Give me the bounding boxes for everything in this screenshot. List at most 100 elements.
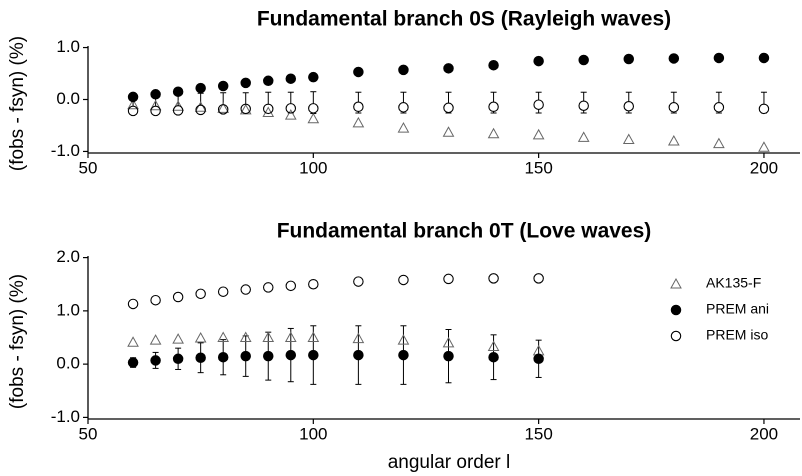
y-axis-label: (fobs - fsyn) (%) [7,274,28,409]
marker [353,101,364,113]
marker [150,294,161,306]
legend-label: PREM ani [706,301,769,317]
marker-bg [443,274,454,284]
marker [487,340,500,352]
marker [217,331,230,342]
marker-bg [533,273,544,284]
marker [398,274,409,286]
marker [443,350,454,362]
marker [284,109,297,120]
legend-marker [670,330,682,342]
marker [398,102,409,113]
marker [307,112,320,124]
marker [172,333,184,344]
marker [443,273,454,285]
marker [578,54,589,66]
marker-bg [173,292,183,302]
marker [443,102,454,114]
y-tick-label: 1.0 [56,300,80,319]
marker-bg [150,106,161,116]
marker [127,357,139,368]
marker [262,106,275,117]
marker [667,135,680,146]
marker [398,349,409,361]
marker [713,102,725,113]
marker-bg [398,102,409,112]
y-tick-label: -1.0 [51,407,80,426]
marker [217,102,230,113]
marker [488,273,499,284]
x-tick-label: 150 [524,424,552,443]
legend-marker [670,304,682,316]
marker [172,100,184,111]
marker [240,77,251,89]
marker-bg [353,276,364,287]
x-tick-label: 200 [750,158,778,177]
x-tick-label: 50 [79,424,98,443]
legend-label: PREM iso [706,327,768,343]
marker [217,286,229,297]
marker [533,273,544,284]
marker [285,103,297,114]
chart-title: Fundamental branch 0S (Rayleigh waves) [257,8,671,31]
marker [127,91,139,103]
marker-bg [241,104,251,114]
marker-bg [488,273,499,284]
marker-bg [263,282,273,293]
legend-label: AK135-F [706,275,761,291]
marker-bg [218,286,228,297]
marker [443,63,454,74]
marker-bg [286,281,296,291]
legend-marker [670,277,682,289]
marker [262,331,275,342]
marker [442,126,455,137]
marker [442,336,455,348]
marker-bg [624,101,634,111]
marker [532,128,545,140]
marker [172,291,184,303]
marker [240,350,251,362]
marker [397,334,410,345]
marker-bg [286,103,296,114]
marker [127,336,139,347]
marker [195,288,206,300]
marker [353,276,364,287]
marker [713,52,725,64]
x-tick-label: 100 [299,158,327,177]
chart-title: Fundamental branch 0T (Love waves) [277,220,652,243]
marker [194,332,207,343]
marker [488,59,499,71]
marker [758,103,770,115]
marker [127,298,139,310]
marker-bg [353,102,364,112]
marker [240,284,251,295]
y-tick-label: -1.0 [51,141,80,160]
marker [217,104,229,115]
panel: Fundamental branch 0S (Rayleigh waves) (f… [7,8,800,177]
marker-bg [578,101,589,111]
marker [263,350,274,362]
marker [487,127,500,139]
panel: Fundamental branch 0T (Love waves) (fobs … [7,220,800,473]
marker [353,349,364,361]
y-axis-label: (fobs - fsyn) (%) [7,36,28,171]
marker-bg [533,99,544,110]
marker-bg [128,299,138,309]
marker-bg [443,103,454,113]
marker [577,131,590,142]
marker [668,53,680,64]
marker [308,349,319,361]
marker-bg [241,284,251,295]
marker [195,82,206,94]
marker [758,141,770,152]
marker [172,105,184,116]
marker [533,55,544,67]
marker [308,278,319,290]
marker [488,351,499,363]
marker [127,98,139,110]
marker [127,105,139,117]
marker [623,53,635,65]
marker [352,116,365,128]
marker [285,349,297,361]
